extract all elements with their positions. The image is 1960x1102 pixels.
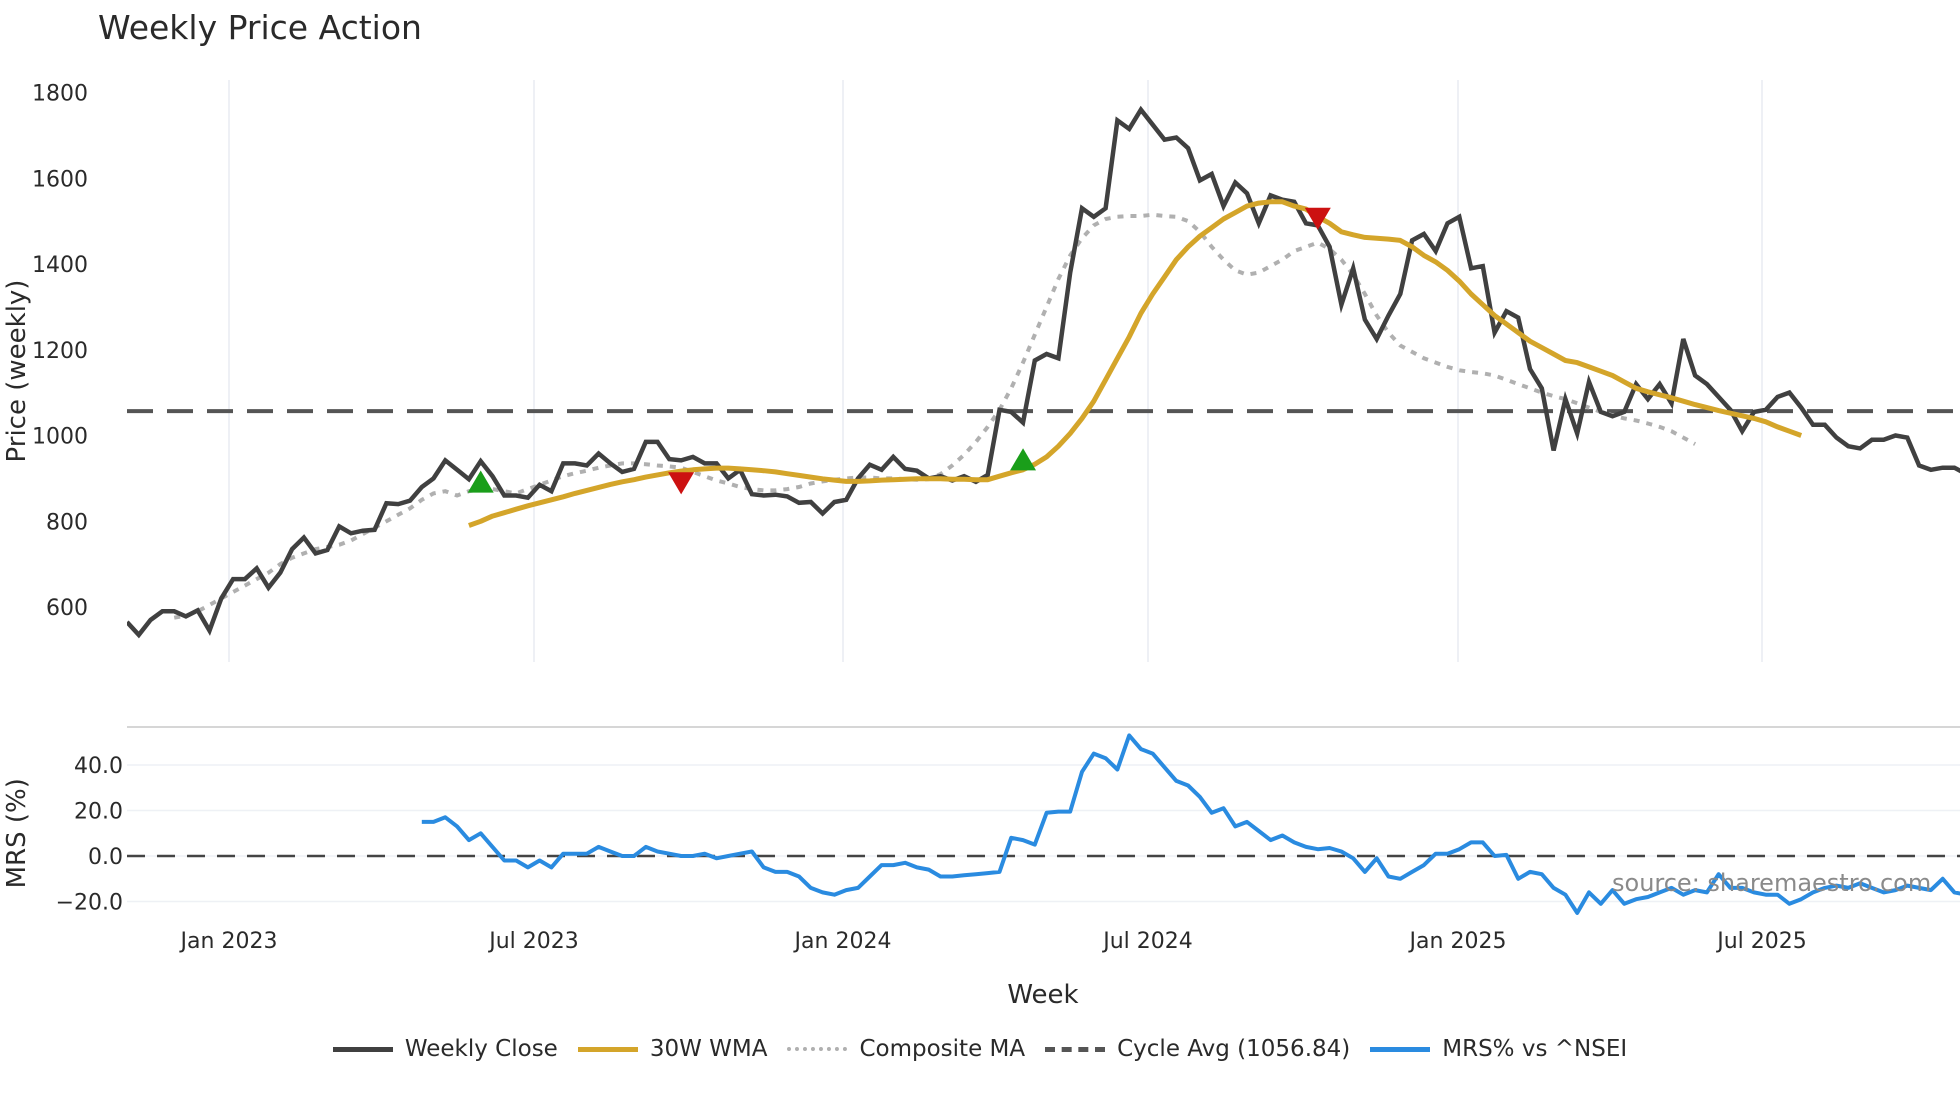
mrs-y-tick: 0.0	[88, 845, 123, 870]
legend-swatch-cycle-avg	[1045, 1046, 1106, 1052]
x-tick: Jul 2025	[1715, 929, 1807, 954]
y-tick: 1400	[32, 253, 88, 278]
legend-item-30w-wma[interactable]: 30W WMA	[577, 1036, 768, 1062]
mrs-y-tick: 40.0	[74, 754, 123, 779]
x-tick: Jan 2025	[1408, 929, 1507, 954]
y-tick: 800	[46, 510, 88, 535]
legend-item-mrs[interactable]: MRS% vs ^NSEI	[1370, 1036, 1627, 1062]
gridlines	[127, 80, 1960, 903]
x-tick: Jul 2024	[1101, 929, 1193, 954]
weekly-close-line	[127, 105, 1960, 639]
buy-signal-marker	[467, 470, 494, 493]
price-panel	[127, 105, 1960, 639]
legend-item-cycle-avg[interactable]: Cycle Avg (1056.84)	[1045, 1036, 1350, 1062]
y-axis-label-mrs: MRS (%)	[2, 778, 32, 888]
legend-swatch-weekly-close	[332, 1046, 393, 1052]
legend-swatch-composite-ma	[787, 1047, 848, 1051]
mrs-y-tick: −20.0	[56, 891, 123, 916]
y-axis-label-price: Price (weekly)	[2, 280, 32, 463]
y-tick: 1600	[32, 167, 88, 192]
legend-label: Composite MA	[859, 1036, 1026, 1062]
legend: Weekly Close 30W WMA Composite MA Cycle …	[0, 1036, 1960, 1062]
x-axis-label: Week	[1007, 980, 1078, 1010]
sell-signal-marker	[1304, 207, 1331, 230]
legend-label: MRS% vs ^NSEI	[1442, 1036, 1628, 1062]
mrs-line	[421, 733, 1960, 915]
legend-label: Cycle Avg (1056.84)	[1117, 1036, 1351, 1062]
buy-signal-marker	[1010, 448, 1037, 471]
legend-item-composite-ma[interactable]: Composite MA	[787, 1036, 1025, 1062]
wma-line	[468, 199, 1803, 528]
legend-swatch-30w-wma	[577, 1046, 638, 1052]
x-tick: Jul 2023	[487, 929, 579, 954]
composite-ma-line	[173, 212, 1697, 620]
x-tick: Jan 2024	[793, 929, 892, 954]
axes: 600 800 1000 1200 1400 1600 1800 Price (weekly)…	[2, 82, 1807, 955]
chart-title: Weekly Price Action	[98, 8, 422, 47]
source-watermark: source: sharemaestro.com	[1612, 869, 1931, 897]
mrs-y-tick: 20.0	[74, 800, 123, 825]
sell-signal-marker	[668, 472, 695, 495]
y-tick: 1800	[32, 82, 88, 107]
legend-swatch-mrs	[1370, 1046, 1431, 1052]
mrs-panel	[127, 733, 1960, 915]
legend-item-weekly-close[interactable]: Weekly Close	[332, 1036, 558, 1062]
legend-label: 30W WMA	[649, 1036, 768, 1062]
y-tick: 1000	[32, 425, 88, 450]
y-tick: 600	[46, 596, 88, 621]
x-tick: Jan 2023	[179, 929, 278, 954]
y-tick: 1200	[32, 339, 88, 364]
legend-label: Weekly Close	[404, 1036, 558, 1062]
